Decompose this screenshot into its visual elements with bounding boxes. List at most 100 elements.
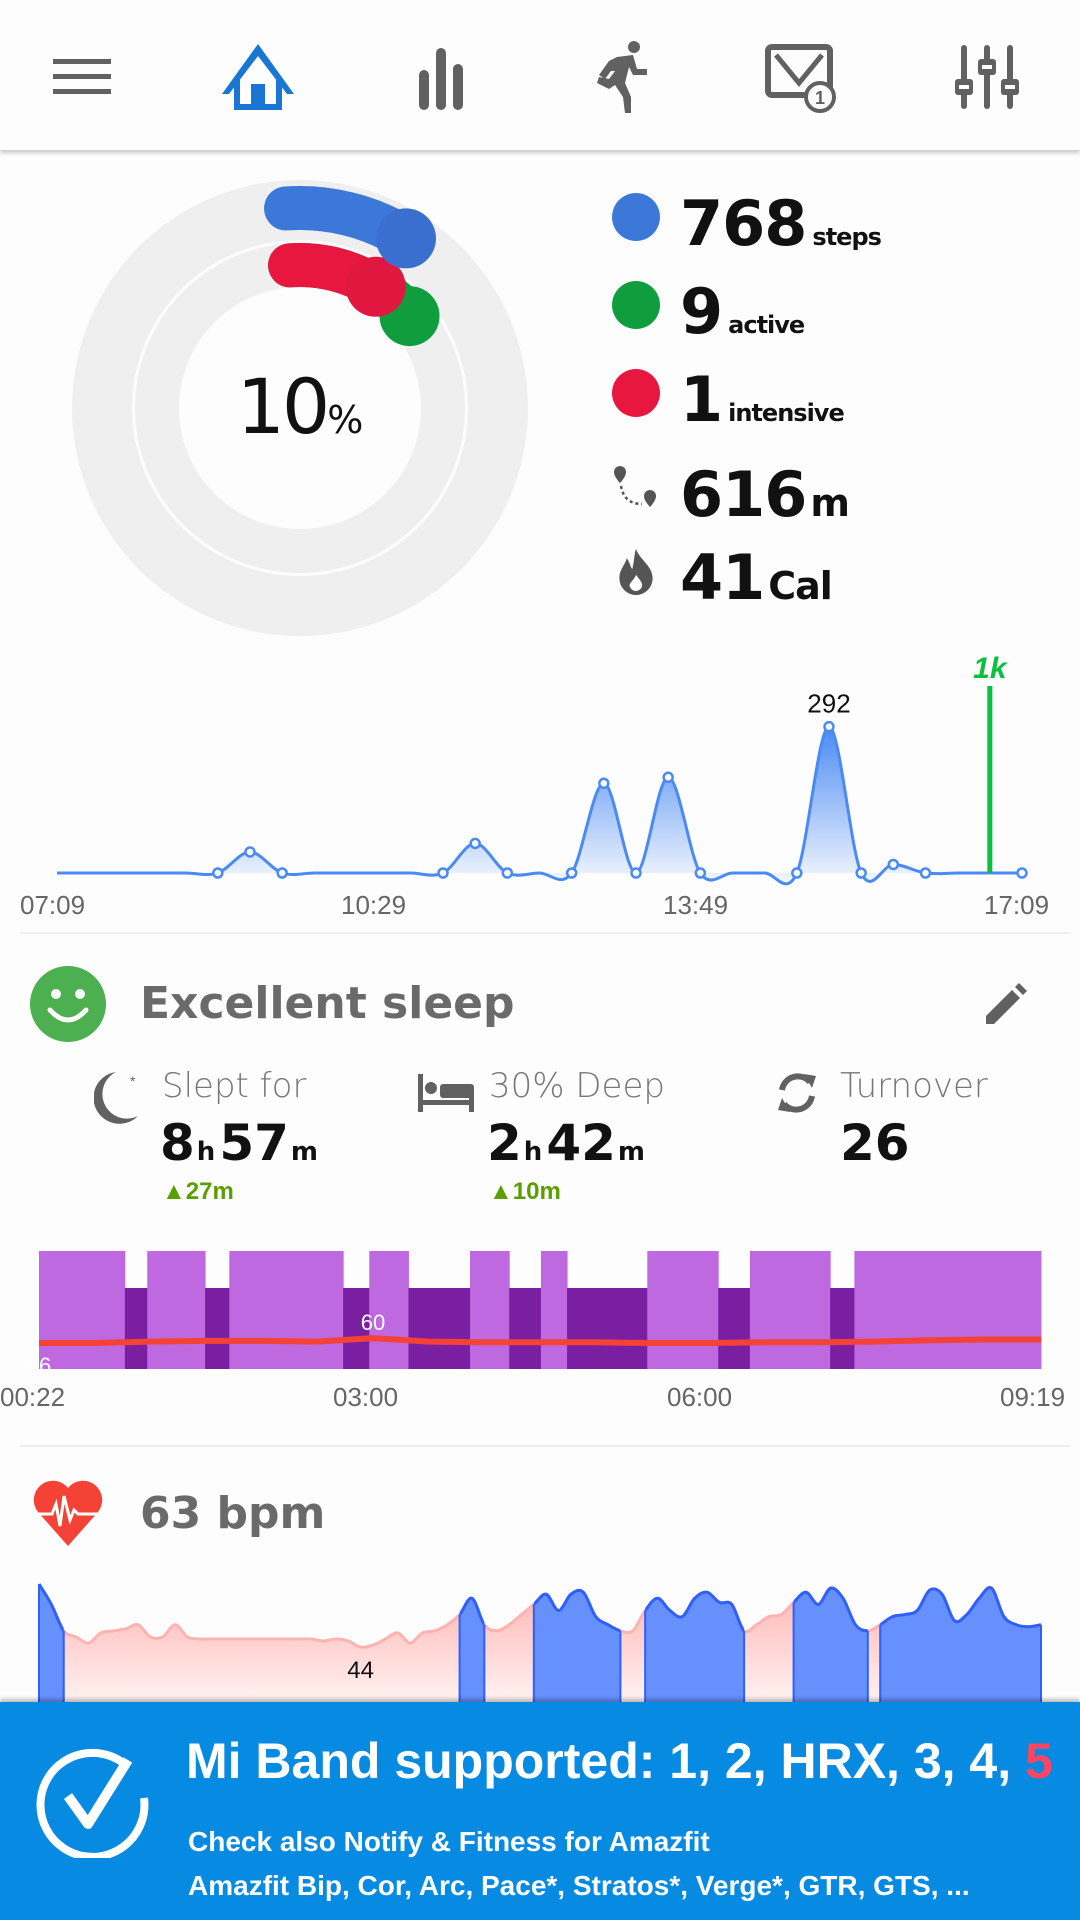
slept-for-label: Slept for <box>162 1066 307 1106</box>
activity-percent: 10% <box>200 362 400 451</box>
settings-sliders-icon <box>955 45 1019 109</box>
sleep-segment-deep <box>124 1288 148 1369</box>
percent-value: 10 <box>236 362 331 451</box>
sleep-x-label: 09:19 <box>1000 1382 1066 1412</box>
tab-settings[interactable] <box>947 37 1027 117</box>
tab-workout[interactable] <box>582 37 662 117</box>
sleep-chart: 60 46 <box>27 1251 1042 1378</box>
sleep-segment-light <box>749 1251 831 1369</box>
menu-icon <box>53 59 111 94</box>
steps-point <box>1016 867 1028 879</box>
hr-active-area <box>880 1587 1041 1702</box>
steps-point <box>855 867 867 879</box>
sleep-segment-deep <box>343 1288 370 1369</box>
deep-sleep-value: 2h42m <box>487 1114 645 1172</box>
banner-title: Mi Band supported: 1, 2, HRX, 3, 4, 5 <box>186 1733 1053 1789</box>
sleep-x-label: 06:00 <box>667 1382 733 1412</box>
sleep-heart-rate-line <box>39 1335 1041 1347</box>
sleep-segment-deep <box>509 1288 542 1369</box>
sleep-segment-light <box>369 1251 409 1369</box>
turnover-label: Turnover <box>840 1066 988 1106</box>
activity-ring <box>72 180 528 636</box>
active-dot-icon <box>612 281 660 329</box>
menu-button[interactable] <box>43 37 123 117</box>
slept-for-delta: ▲27m <box>162 1178 234 1205</box>
heart-rate-icon <box>33 1480 103 1546</box>
intensive-dot-icon <box>612 369 660 417</box>
heart-rate-value: 63 bpm <box>140 1488 326 1539</box>
steps-chart: 1k 292 <box>57 652 1028 886</box>
sleep-hr-min-label: 46 <box>27 1353 51 1378</box>
steps-point <box>565 867 578 879</box>
moon-icon: * <box>94 1072 138 1124</box>
steps-point <box>791 867 803 879</box>
steps-point <box>662 771 674 784</box>
hr-min-label: 44 <box>347 1657 374 1684</box>
turnover-value: 26 <box>840 1114 910 1172</box>
slept-for-value: 8h57m <box>160 1114 318 1172</box>
sleep-hr-max-label: 60 <box>361 1310 385 1335</box>
sleep-segment-deep <box>830 1288 855 1369</box>
hr-active-area <box>39 1584 64 1702</box>
steps-point <box>501 867 514 879</box>
steps-point <box>630 867 642 879</box>
tab-statistics[interactable] <box>401 37 481 117</box>
fire-icon <box>619 548 653 595</box>
hr-active-area <box>645 1592 745 1702</box>
banner-line2: Amazfit Bip, Cor, Arc, Pace*, Stratos*, … <box>188 1870 970 1901</box>
sleep-title: Excellent sleep <box>140 978 515 1029</box>
steps-point <box>212 867 224 879</box>
sleep-x-label: 03:00 <box>333 1382 399 1412</box>
tab-home[interactable] <box>218 37 298 117</box>
check-circle-icon <box>36 1748 149 1858</box>
steps-arc-end <box>375 208 436 269</box>
tab-notifications[interactable]: 1 <box>762 37 842 117</box>
sleep-segment-deep <box>718 1288 751 1369</box>
steps-point <box>437 867 449 879</box>
steps-x-label: 13:49 <box>663 890 729 920</box>
steps-point <box>823 720 835 733</box>
percent-sign: % <box>327 398 364 442</box>
steps-point <box>469 837 481 850</box>
running-icon <box>597 41 647 113</box>
mail-notification-icon: 1 <box>765 44 836 113</box>
notification-badge: 1 <box>815 88 825 108</box>
divider <box>20 1445 1070 1447</box>
sleep-segment-light <box>540 1251 568 1369</box>
deep-sleep-label: 30% Deep <box>489 1066 665 1106</box>
steps-point <box>244 846 256 858</box>
steps-dot-icon <box>612 193 660 241</box>
sleep-segment-light <box>39 1251 126 1369</box>
hr-active-area <box>793 1588 868 1702</box>
sleep-segment-light <box>147 1251 206 1369</box>
steps-point <box>276 867 288 879</box>
hr-active-area <box>459 1598 485 1702</box>
sleep-segment-light <box>647 1251 719 1369</box>
heart-rate-chart: 44 <box>37 1583 1042 1702</box>
divider <box>20 932 1070 934</box>
deep-sleep-delta: ▲10m <box>489 1178 561 1205</box>
sleep-x-label: 00:22 <box>0 1382 66 1412</box>
sleep-segment-deep <box>205 1288 230 1369</box>
steps-x-label: 07:09 <box>20 890 86 920</box>
svg-text:*: * <box>130 1073 136 1089</box>
top-nav-bar: 1 <box>0 0 1080 150</box>
steps-x-label: 17:09 <box>984 890 1050 920</box>
bed-icon <box>418 1074 474 1112</box>
sleep-segment-light <box>854 1251 1042 1369</box>
sleep-segment-deep <box>567 1288 648 1369</box>
steps-point <box>887 858 900 871</box>
edit-pencil-icon[interactable] <box>980 980 1030 1030</box>
sleep-segment-light <box>470 1251 510 1369</box>
sleep-segment-deep <box>408 1288 471 1369</box>
route-icon <box>614 466 656 507</box>
sleep-segment-light <box>229 1251 344 1369</box>
banner-line1: Check also Notify & Fitness for Amazfit <box>188 1826 710 1857</box>
steps-line <box>57 725 1022 886</box>
steps-point <box>694 867 707 879</box>
hr-active-line <box>533 1588 621 1633</box>
steps-point <box>919 867 932 879</box>
promo-banner[interactable]: Mi Band supported: 1, 2, HRX, 3, 4, 5 Ch… <box>0 1702 1080 1920</box>
smiley-icon <box>30 966 106 1042</box>
steps-x-label: 10:29 <box>341 890 407 920</box>
